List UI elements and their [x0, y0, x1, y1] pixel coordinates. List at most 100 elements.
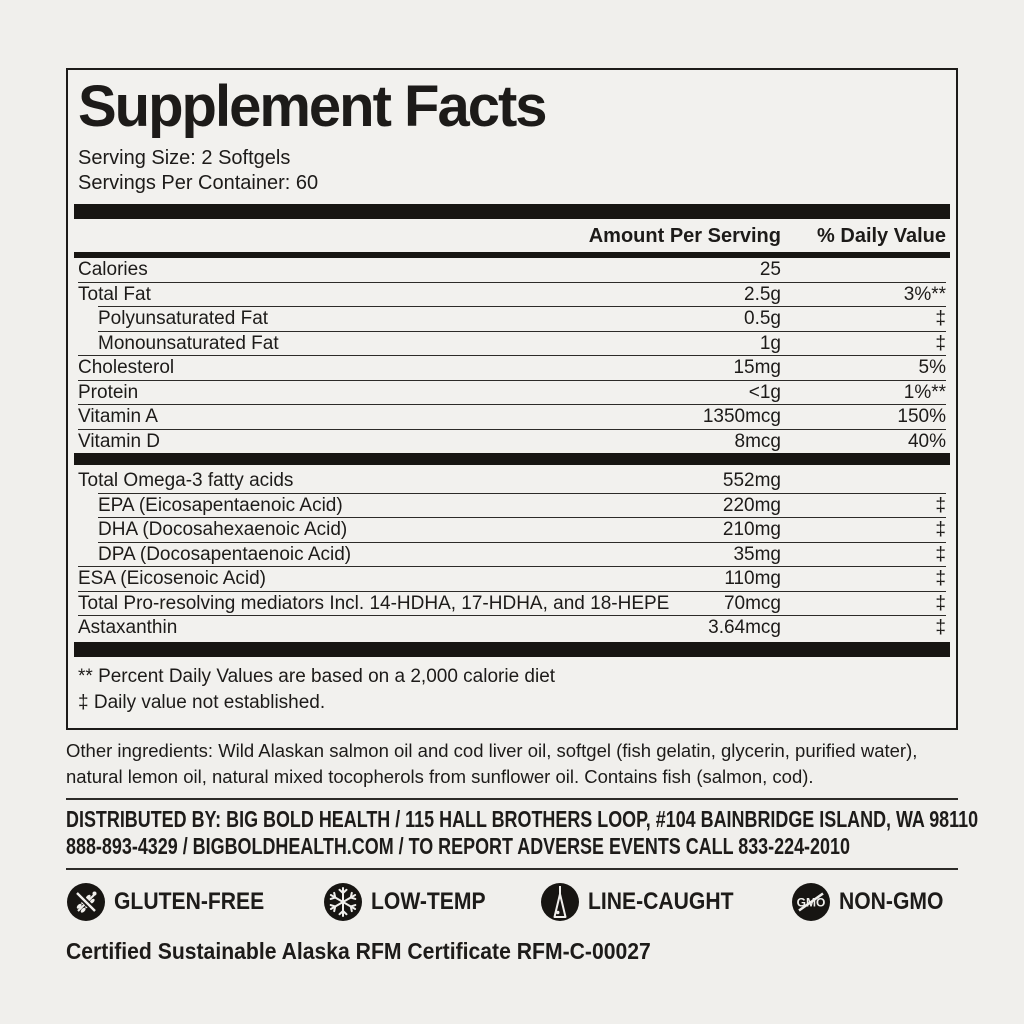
- nutrient-name: DPA (Docosapentaenoic Acid): [98, 543, 352, 565]
- table-row: Calories 25: [78, 258, 946, 282]
- table-row: Total Fat 2.5g 3%**: [78, 283, 946, 307]
- column-headers: Amount Per Serving % Daily Value: [78, 219, 946, 252]
- row-separator: [78, 404, 946, 405]
- other-ingredients: Other ingredients: Wild Alaskan salmon o…: [66, 739, 918, 787]
- nutrient-name: Astaxanthin: [78, 617, 178, 638]
- nutrient-amount: 1350mcg: [702, 406, 781, 427]
- nutrient-daily-value: ‡: [935, 519, 946, 540]
- table-row: ESA (Eicosenoic Acid) 110mg ‡: [78, 567, 946, 591]
- row-separator: [98, 330, 946, 332]
- certification-badges: GLUTEN-FREE LOW-TEMP LINE-CAUGHT GMO NON-GMO: [66, 882, 958, 922]
- nutrient-daily-value: 1%**: [903, 381, 946, 403]
- nutrient-daily-value: 150%: [897, 406, 946, 427]
- row-separator: [78, 428, 946, 430]
- row-separator: [78, 566, 946, 567]
- panel-title: Supplement Facts: [78, 74, 548, 139]
- distributor-line2: 888-893-4329 / BIGBOLDHEALTH.COM / TO RE…: [66, 832, 850, 859]
- badge-low-temp: LOW-TEMP: [323, 882, 501, 922]
- row-separator: [98, 306, 946, 307]
- badge-label: LINE-CAUGHT: [587, 887, 734, 915]
- table-row: Vitamin A 1350mcg 150%: [78, 405, 946, 429]
- nutrient-daily-value: ‡: [935, 308, 946, 329]
- servings-per-container: Servings Per Container: 60: [78, 172, 319, 194]
- badge-non-gmo: GMO NON-GMO: [791, 882, 958, 922]
- nutrient-name: Total Pro-resolving mediators Incl. 14-H…: [78, 592, 670, 614]
- row-separator: [98, 517, 946, 518]
- omega-section: Total Omega-3 fatty acids 552mg EPA (Eicos…: [78, 469, 946, 640]
- nutrient-amount: 2.5g: [744, 283, 781, 305]
- row-separator: [98, 492, 946, 494]
- badge-gluten-free: GLUTEN-FREE: [66, 882, 285, 922]
- nutrient-daily-value: 3%**: [903, 283, 946, 305]
- divider-line: [66, 867, 958, 870]
- nutrient-name: Calories: [78, 259, 148, 280]
- nutrient-name: Vitamin A: [78, 406, 158, 427]
- amount-column-header: Amount Per Serving: [588, 225, 781, 247]
- thick-divider-bar: [74, 641, 950, 657]
- supplement-facts-panel: Supplement Facts Serving Size: 2 Softgel…: [66, 68, 958, 730]
- row-separator: [78, 281, 946, 283]
- nutrient-daily-value: ‡: [935, 568, 946, 589]
- table-row: DHA (Docosahexaenoic Acid) 210mg ‡: [78, 518, 946, 542]
- nutrient-amount: 0.5g: [744, 308, 781, 329]
- nutrient-amount: 15mg: [733, 357, 781, 378]
- snowflake-icon: [323, 882, 363, 922]
- nutrient-daily-value: ‡: [935, 617, 946, 638]
- nutrient-name: ESA (Eicosenoic Acid): [78, 568, 266, 589]
- table-row: Total Omega-3 fatty acids 552mg: [78, 469, 946, 493]
- nutrient-daily-value: ‡: [935, 592, 946, 614]
- row-separator: [78, 355, 946, 356]
- table-row: Monounsaturated Fat 1g ‡: [78, 332, 946, 356]
- nutrient-daily-value: ‡: [935, 494, 946, 516]
- nutrient-daily-value: 40%: [907, 430, 946, 452]
- nutrient-amount: 35mg: [733, 543, 781, 565]
- gmo-crossed-icon: GMO: [791, 882, 831, 922]
- wheat-crossed-icon: [66, 882, 106, 922]
- certificate-line: Certified Sustainable Alaska RFM Certifi…: [66, 938, 958, 965]
- badge-label: LOW-TEMP: [371, 887, 486, 915]
- nutrient-amount: 1g: [759, 332, 781, 354]
- serving-size: Serving Size: 2 Softgels: [78, 147, 291, 169]
- nutrient-amount: 25: [759, 259, 781, 280]
- footnote-not-established: ‡ Daily value not established.: [78, 691, 326, 713]
- fishing-line-icon: [540, 882, 580, 922]
- nutrient-name: Polyunsaturated Fat: [98, 308, 269, 329]
- nutrient-amount: 110mg: [724, 568, 781, 589]
- distributor-info: DISTRIBUTED BY: BIG BOLD HEALTH / 115 HA…: [66, 806, 978, 860]
- nutrient-name: Monounsaturated Fat: [98, 332, 279, 354]
- daily-value-column-header: % Daily Value: [817, 225, 946, 247]
- nutrient-amount: 220mg: [722, 494, 781, 516]
- nutrient-amount: <1g: [748, 381, 781, 403]
- footnotes: ** Percent Daily Values are based on a 2…: [78, 657, 946, 718]
- nutrients-section: Calories 25 Total Fat 2.5g 3%** Polyunsaturat…: [78, 258, 946, 453]
- table-row: Polyunsaturated Fat 0.5g ‡: [78, 307, 946, 331]
- table-row: Total Pro-resolving mediators Incl. 14-H…: [78, 592, 946, 616]
- row-separator: [78, 590, 946, 592]
- table-row: Cholesterol 15mg 5%: [78, 356, 946, 380]
- nutrient-amount: 3.64mcg: [708, 617, 781, 638]
- row-separator: [98, 541, 946, 543]
- nutrient-name: Total Fat: [78, 283, 151, 305]
- nutrient-amount: 70mcg: [723, 592, 781, 614]
- table-row: Protein <1g 1%**: [78, 381, 946, 405]
- certificate-text: Certified Sustainable Alaska RFM Certifi…: [66, 937, 651, 964]
- nutrient-daily-value: ‡: [935, 332, 946, 354]
- nutrient-name: Cholesterol: [78, 357, 175, 378]
- row-separator: [78, 615, 946, 616]
- badge-line-caught: LINE-CAUGHT: [540, 882, 753, 922]
- nutrient-name: Total Omega-3 fatty acids: [78, 470, 294, 491]
- table-row: Vitamin D 8mcg 40%: [78, 430, 946, 454]
- badge-label: GLUTEN-FREE: [114, 887, 265, 915]
- supplement-label: Supplement Facts Serving Size: 2 Softgel…: [66, 68, 978, 965]
- table-row: DPA (Docosapentaenoic Acid) 35mg ‡: [78, 543, 946, 567]
- nutrient-daily-value: 5%: [918, 357, 946, 378]
- nutrient-amount: 210mg: [722, 519, 781, 540]
- mid-divider-bar: [74, 453, 950, 465]
- table-row: Astaxanthin 3.64mcg ‡: [78, 616, 946, 640]
- nutrient-amount: 552mg: [722, 470, 781, 491]
- divider-line: [66, 797, 958, 800]
- table-row: EPA (Eicosapentaenoic Acid) 220mg ‡: [78, 494, 946, 518]
- nutrient-name: DHA (Docosahexaenoic Acid): [98, 519, 348, 540]
- nutrient-name: Protein: [78, 381, 139, 403]
- distributor-line1: DISTRIBUTED BY: BIG BOLD HEALTH / 115 HA…: [66, 805, 979, 832]
